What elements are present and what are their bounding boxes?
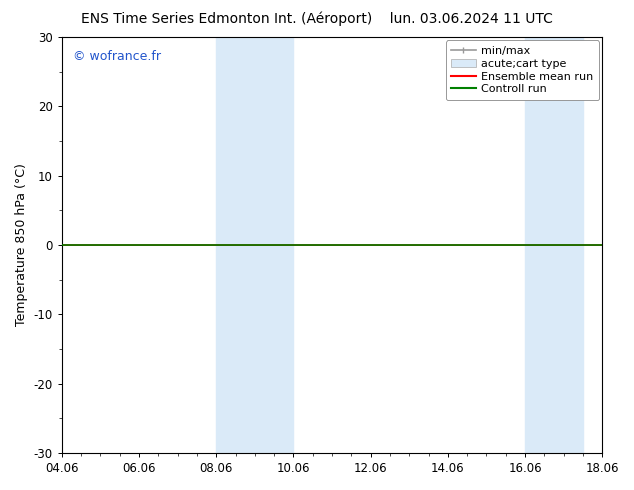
- Legend: min/max, acute;cart type, Ensemble mean run, Controll run: min/max, acute;cart type, Ensemble mean …: [446, 41, 599, 100]
- Bar: [525, 37, 583, 453]
- Y-axis label: Temperature 850 hPa (°C): Temperature 850 hPa (°C): [15, 164, 28, 326]
- Text: ENS Time Series Edmonton Int. (Aéroport)    lun. 03.06.2024 11 UTC: ENS Time Series Edmonton Int. (Aéroport)…: [81, 11, 553, 26]
- Text: © wofrance.fr: © wofrance.fr: [73, 49, 160, 63]
- Bar: [216, 37, 294, 453]
